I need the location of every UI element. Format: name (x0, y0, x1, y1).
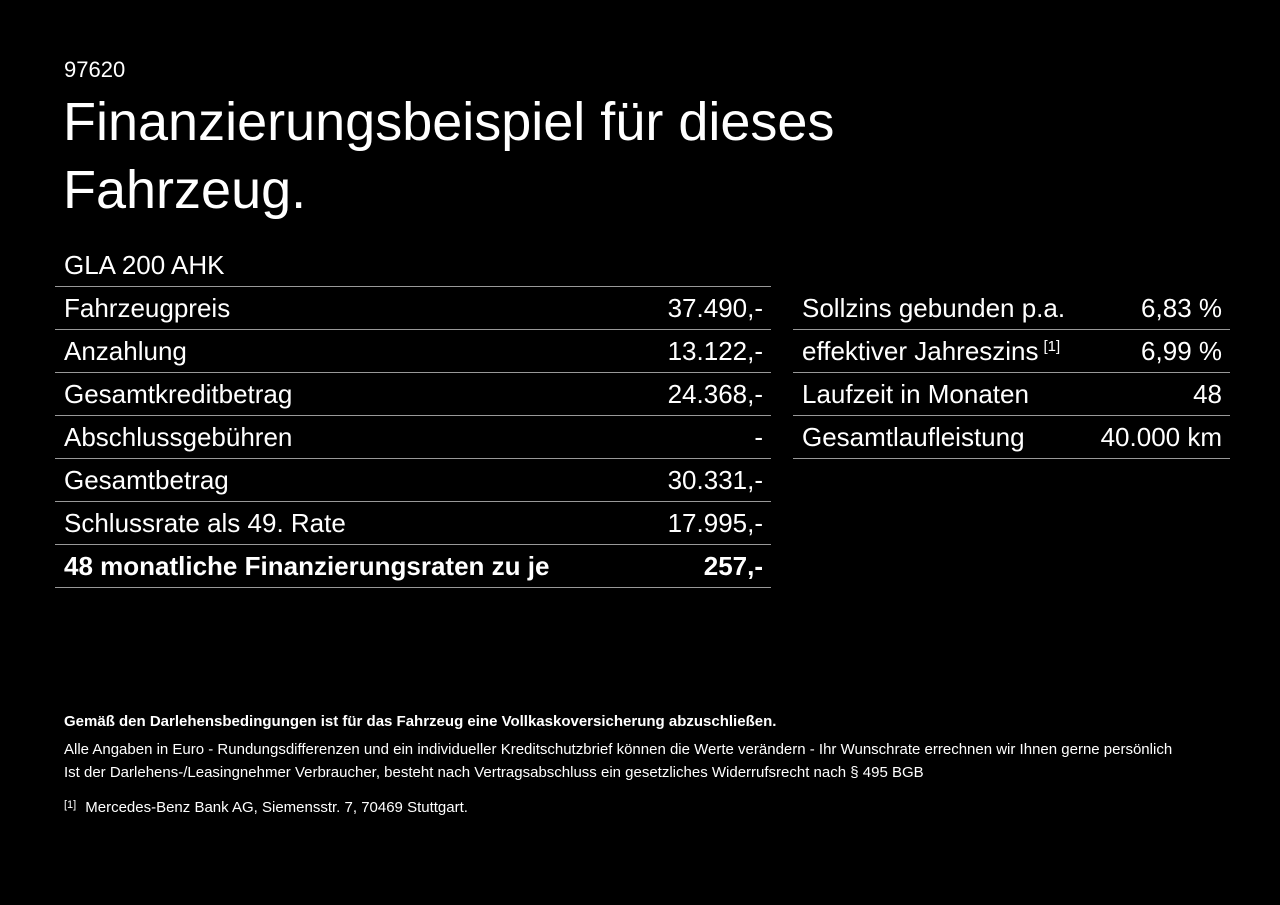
row-label: Abschlussgebühren (64, 421, 293, 452)
listing-id: 97620 (64, 57, 126, 82)
table-row-gesamtlaufleistung: Gesamtlaufleistung 40.000 km (793, 416, 1230, 459)
row-label: Gesamtkreditbetrag (64, 378, 293, 409)
row-label: Laufzeit in Monaten (802, 378, 1029, 409)
bank-footnote: [1] Mercedes-Benz Bank AG, Siemensstr. 7,… (64, 797, 1172, 820)
page-title: Finanzierungsbeispiel für dieses Fahrzeu… (63, 88, 834, 224)
table-row-abschlussgebuehren: Abschlussgebühren - (55, 416, 771, 459)
row-label: Anzahlung (64, 335, 187, 366)
conditions-table: Sollzins gebunden p.a. 6,83 % effektiver… (793, 287, 1230, 588)
table-row-sollzins: Sollzins gebunden p.a. 6,83 % (793, 287, 1230, 330)
table-row-laufzeit: Laufzeit in Monaten 48 (793, 373, 1230, 416)
table-row-anzahlung: Anzahlung 13.122,- (55, 330, 771, 373)
row-value: - (754, 421, 763, 452)
row-value: 17.995,- (667, 507, 763, 538)
footnote-text: Mercedes-Benz Bank AG, Siemensstr. 7, 70… (85, 799, 468, 816)
row-label: Sollzins gebunden p.a. (802, 292, 1066, 323)
row-value: 13.122,- (667, 335, 763, 366)
page-title-line1: Finanzierungsbeispiel für dieses (63, 92, 835, 152)
row-value: 48 (1193, 378, 1222, 409)
footnote-reference: [1] (1043, 337, 1061, 355)
row-label: Gesamtbetrag (64, 464, 229, 495)
row-label: 48 monatliche Finanzierungsraten zu je (64, 550, 550, 581)
row-label: Schlussrate als 49. Rate (64, 507, 346, 538)
insurance-note: Gemäß den Darlehensbedingungen ist für d… (64, 713, 777, 730)
vehicle-model: GLA 200 AHK (64, 250, 225, 280)
financing-tables: GLA 200 AHK Fahrzeugpreis 37.490,- Anzah… (55, 245, 1230, 588)
row-value: 6,83 % (1141, 292, 1222, 323)
row-label: effektiver Jahreszins [1] (802, 336, 1060, 367)
row-value: 6,99 % (1141, 335, 1222, 366)
footnote-marker: [1] (64, 799, 77, 811)
row-value: 37.490,- (667, 292, 763, 323)
row-label: Fahrzeugpreis (64, 292, 231, 323)
table-row-gesamtkreditbetrag: Gesamtkreditbetrag 24.368,- (55, 373, 771, 416)
disclaimer-line2: Ist der Darlehens-/Leasingnehmer Verbrau… (64, 764, 924, 781)
row-value: 257,- (703, 550, 763, 581)
table-row-fahrzeugpreis: Fahrzeugpreis 37.490,- (55, 287, 771, 330)
row-value: 30.331,- (667, 464, 763, 495)
row-label-text: effektiver Jahreszins (802, 335, 1039, 366)
finance-table: GLA 200 AHK Fahrzeugpreis 37.490,- Anzah… (55, 245, 771, 588)
vehicle-model-row: GLA 200 AHK (55, 245, 771, 287)
table-row-monatsrate: 48 monatliche Finanzierungsraten zu je 2… (55, 545, 771, 588)
table-row-gesamtbetrag: Gesamtbetrag 30.331,- (55, 459, 771, 502)
table-row-effektiver-jahreszins: effektiver Jahreszins [1] 6,99 % (793, 330, 1230, 373)
row-value: 40.000 km (1100, 421, 1222, 452)
page-title-line2: Fahrzeug. (63, 160, 307, 220)
legal-footer: Gemäß den Darlehensbedingungen ist für d… (64, 711, 1172, 820)
disclaimer-line1: Alle Angaben in Euro - Rundungsdifferenz… (64, 741, 1173, 758)
table-row-schlussrate: Schlussrate als 49. Rate 17.995,- (55, 502, 771, 545)
row-value: 24.368,- (667, 378, 763, 409)
row-label: Gesamtlaufleistung (802, 421, 1025, 452)
